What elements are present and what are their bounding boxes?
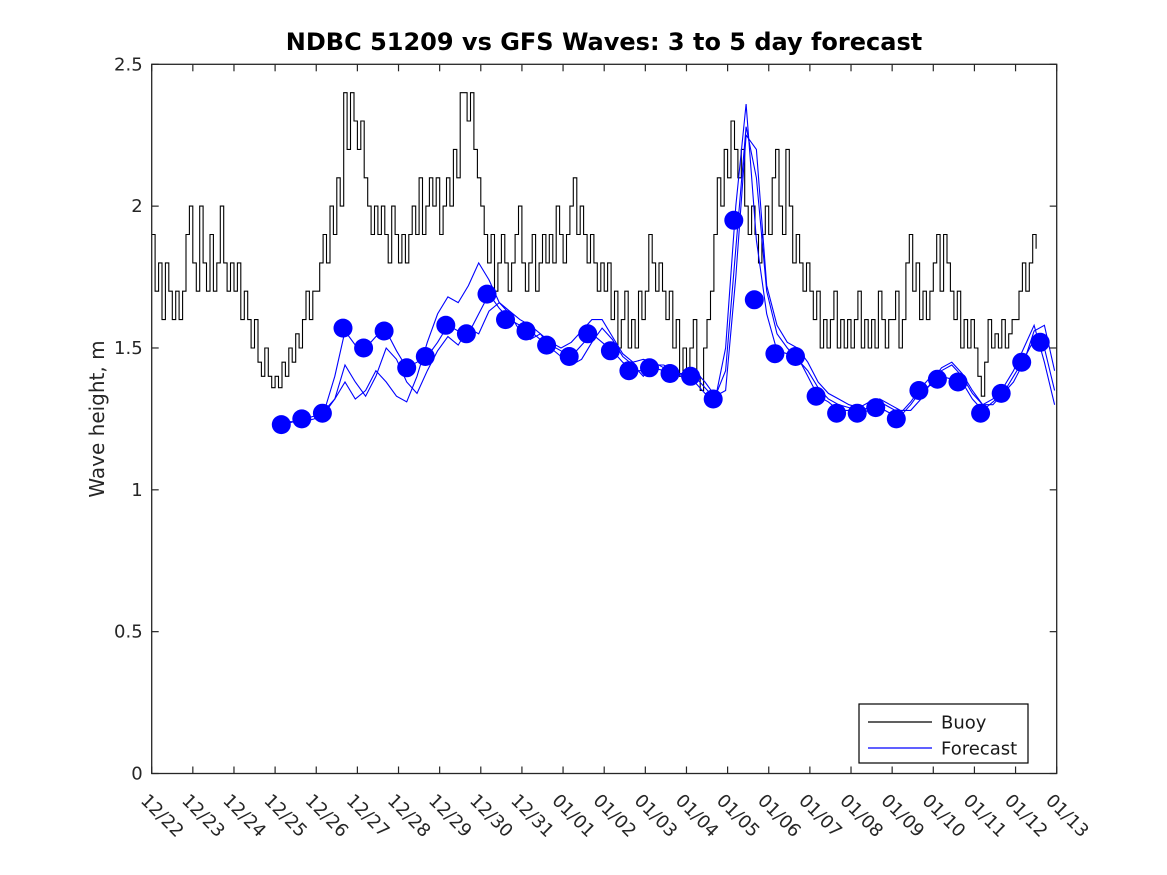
- forecast-marker: [312, 403, 332, 423]
- x-tick-label: 01/06: [753, 790, 805, 842]
- forecast-marker: [537, 335, 557, 355]
- forecast-marker: [456, 324, 476, 344]
- forecast-marker: [292, 409, 312, 429]
- x-tick-label: 12/30: [465, 790, 517, 842]
- x-tick-label: 12/23: [177, 790, 229, 842]
- forecast-marker: [806, 386, 826, 406]
- forecast-marker: [971, 403, 991, 423]
- forecast-marker: [681, 366, 701, 386]
- x-tick-label: 01/10: [918, 790, 970, 842]
- y-tick-label: 0.5: [114, 622, 143, 643]
- forecast-marker: [397, 358, 417, 378]
- forecast-marker: [660, 364, 680, 383]
- x-tick-label: 01/13: [1041, 790, 1093, 842]
- forecast-marker: [991, 383, 1011, 403]
- x-tick-label: 01/05: [712, 790, 764, 842]
- x-tick-label: 12/22: [136, 790, 188, 842]
- x-tick-label: 12/26: [301, 790, 353, 842]
- y-tick-label: 0: [131, 764, 142, 785]
- forecast-marker: [354, 338, 374, 358]
- forecast-marker: [927, 369, 947, 389]
- x-tick-label: 01/08: [835, 790, 887, 842]
- forecast-marker: [477, 284, 497, 304]
- forecast-marker: [578, 324, 598, 344]
- forecast-marker: [827, 403, 847, 423]
- forecast-marker: [724, 210, 744, 230]
- forecast-marker: [847, 403, 867, 423]
- forecast-marker: [765, 344, 785, 364]
- forecast-marker: [948, 372, 968, 392]
- forecast-marker: [374, 321, 394, 341]
- x-tick-label: 12/29: [424, 790, 476, 842]
- forecast-marker: [909, 381, 929, 400]
- x-tick-label: 01/07: [794, 790, 846, 842]
- x-tick-label: 01/11: [959, 790, 1011, 842]
- x-tick-label: 01/02: [589, 790, 641, 842]
- forecast-marker: [415, 347, 435, 366]
- legend-box: [858, 703, 1029, 764]
- x-tick-label: 12/25: [260, 790, 312, 842]
- forecast-marker: [516, 321, 536, 341]
- forecast-marker: [436, 315, 456, 335]
- y-tick-label: 2.5: [114, 54, 143, 75]
- series-layer: [151, 92, 1056, 435]
- forecast-marker: [333, 318, 353, 338]
- y-tick-label: 1: [131, 480, 142, 501]
- x-tick-label: 12/24: [218, 790, 270, 842]
- x-tick-label: 01/09: [877, 790, 929, 842]
- y-tick-label: 1.5: [114, 338, 143, 359]
- legend-label-buoy: Buoy: [941, 713, 987, 734]
- buoy-series-line: [151, 92, 1037, 397]
- y-tick-label: 2: [131, 196, 142, 217]
- x-tick-label: 01/01: [548, 790, 600, 842]
- x-tick-label: 12/28: [383, 790, 435, 842]
- forecast-marker: [703, 389, 723, 409]
- forecast-marker: [619, 361, 639, 381]
- y-axis-label: Wave height, m: [85, 340, 109, 498]
- forecast-marker: [744, 290, 764, 310]
- forecast-marker: [496, 310, 515, 330]
- forecast-marker: [1012, 352, 1032, 372]
- forecast-marker: [886, 409, 906, 429]
- forecast-marker: [271, 415, 291, 435]
- forecast-marker: [640, 358, 659, 378]
- forecast-marker: [600, 341, 620, 361]
- forecast-marker: [866, 398, 886, 418]
- forecast-marker: [786, 347, 805, 366]
- forecast-marker: [1030, 332, 1050, 352]
- x-tick-label: 12/27: [342, 790, 394, 842]
- x-tick-label: 01/04: [671, 790, 723, 842]
- x-tick-label: 01/03: [630, 790, 682, 842]
- x-tick-label: 12/31: [506, 790, 558, 842]
- legend-label-forecast: Forecast: [941, 739, 1017, 760]
- chart-title: NDBC 51209 vs GFS Waves: 3 to 5 day fore…: [285, 28, 923, 56]
- x-tick-label: 01/12: [1000, 790, 1052, 842]
- forecast-marker: [559, 347, 579, 366]
